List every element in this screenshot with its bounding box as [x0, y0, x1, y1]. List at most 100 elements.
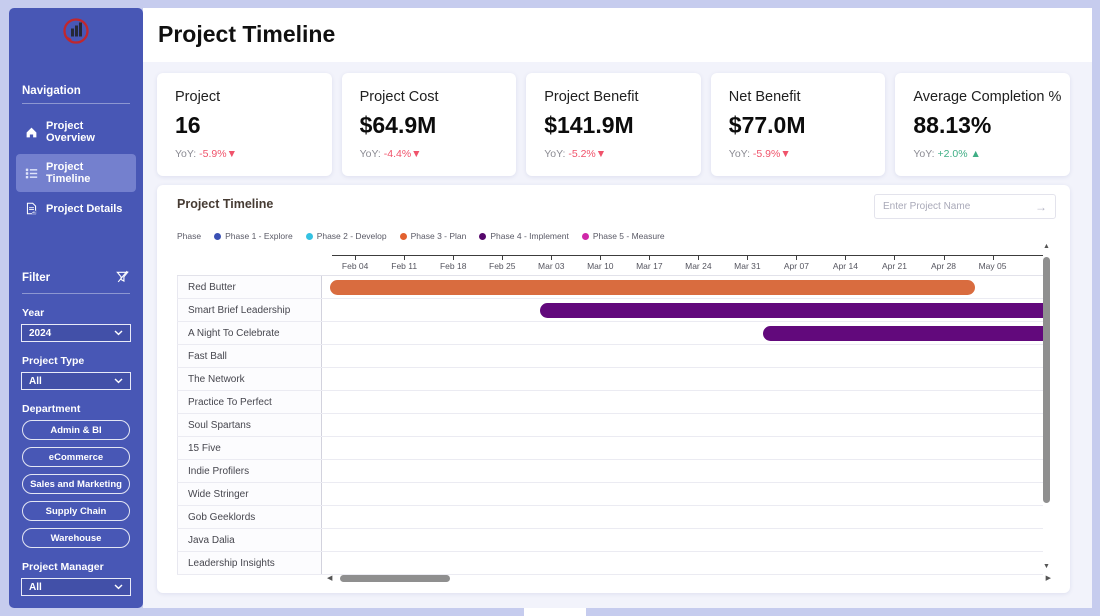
gantt-row-plot — [322, 299, 1043, 321]
sidebar-item-project-overview[interactable]: Project Overview — [16, 113, 136, 151]
kpi-yoy-prefix: YoY: — [175, 148, 200, 160]
legend-dot — [305, 232, 313, 240]
axis-tick — [747, 255, 749, 260]
vertical-scrollbar[interactable]: ▲ ▼ — [1042, 243, 1051, 570]
gantt-row-plot — [322, 345, 1043, 367]
legend-item-phase-3-plan[interactable]: Phase 3 - Plan — [399, 231, 466, 241]
department-buttons: Admin & BI eCommerce Sales and Marketing Su… — [9, 420, 143, 548]
date-axis: Feb 04 Feb 11 Feb 18 Feb 25 Mar 03 Mar 10 Mar … — [322, 185, 1043, 275]
gantt-row-label: Practice To Perfect — [177, 391, 322, 413]
kpi-yoy: YoY: +2.0% ▲ — [913, 148, 1070, 160]
axis-tick — [943, 255, 945, 260]
department-button-warehouse[interactable]: Warehouse — [22, 528, 130, 548]
kpi-value: $77.0M — [728, 112, 806, 138]
year-select[interactable]: 2024 — [21, 324, 131, 342]
gantt-row-plot — [322, 506, 1043, 528]
legend-title: Phase — [177, 231, 202, 241]
gantt-row-plot — [322, 460, 1043, 482]
axis-tick-label: Feb 18 — [439, 261, 467, 271]
kpi-yoy-change: -4.4%▼ — [383, 148, 422, 160]
kpi-card-net-benefit[interactable]: Net Benefit $77.0M YoY: -5.9%▼ — [710, 73, 886, 176]
gantt-row-practice-to-perfect: Practice To Perfect — [177, 391, 1043, 414]
department-button-admin-bi[interactable]: Admin & BI — [22, 420, 130, 440]
axis-tick-label: Apr 21 — [881, 261, 907, 271]
legend-item-phase-4-implement[interactable]: Phase 4 - Implement — [479, 231, 569, 241]
sidebar-item-project-timeline[interactable]: Project Timeline — [16, 154, 136, 192]
gantt-row-plot — [322, 437, 1043, 459]
gantt-row-leadership-insights: Leadership Insights — [177, 552, 1043, 575]
project-manager-select[interactable]: All — [21, 578, 131, 596]
legend-item-phase-1-explore[interactable]: Phase 1 - Explore — [214, 231, 293, 241]
project-search[interactable]: → — [874, 194, 1056, 219]
department-button-sales-and-marketing[interactable]: Sales and Marketing — [22, 474, 130, 494]
page-title: Project Timeline — [158, 21, 336, 47]
gantt-bar[interactable] — [539, 303, 1043, 318]
gantt-row-label: A Night To Celebrate — [177, 322, 322, 344]
gantt-row-label: Red Butter — [177, 276, 322, 298]
kpi-label: Project — [175, 89, 221, 105]
kpi-yoy-change: -5.9%▼ — [752, 148, 791, 160]
scroll-up-icon[interactable]: ▲ — [1043, 243, 1050, 250]
kpi-yoy: YoY: -4.4%▼ — [360, 148, 517, 160]
legend-item-phase-2-develop[interactable]: Phase 2 - Develop — [305, 231, 387, 241]
kpi-yoy: YoY: -5.2%▼ — [544, 148, 701, 160]
gantt-row-label: Smart Brief Leadership — [177, 299, 322, 321]
chart-title: Project Timeline — [177, 197, 274, 211]
horizontal-scroll-thumb[interactable] — [340, 575, 450, 582]
gantt-row-java-dalia: Java Dalia — [177, 529, 1043, 552]
kpi-card-project[interactable]: Project 16 YoY: -5.9%▼ — [157, 73, 332, 176]
kpi-label: Project Cost — [359, 89, 439, 105]
scroll-left-icon[interactable]: ◀ — [327, 575, 333, 582]
gantt-row-plot — [322, 552, 1043, 574]
timeline-list-icon — [25, 167, 38, 180]
gantt-row-plot — [322, 368, 1043, 390]
sidebar-item-project-details[interactable]: Project Details — [16, 195, 136, 222]
gantt-row-label: Leadership Insights — [177, 552, 322, 574]
scroll-down-icon[interactable]: ▼ — [1043, 563, 1050, 570]
axis-line — [332, 255, 1043, 256]
top-header: Project Timeline — [143, 8, 1092, 62]
kpi-card-project-cost[interactable]: Project Cost $64.9M YoY: -4.4%▼ — [341, 73, 517, 176]
axis-tick — [355, 255, 357, 260]
kpi-card-average-completion[interactable]: Average Completion % 88.13% YoY: +2.0% ▲ — [895, 73, 1070, 176]
project-type-select[interactable]: All — [21, 372, 131, 390]
axis-tick-label: Feb 04 — [341, 261, 369, 271]
project-search-input[interactable] — [875, 201, 1035, 212]
gantt-row-gob-geeklords: Gob Geeklords — [177, 506, 1043, 529]
department-button-ecommerce[interactable]: eCommerce — [22, 447, 130, 467]
axis-tick — [600, 255, 602, 260]
axis-tick-label: Mar 10 — [587, 261, 614, 271]
kpi-value: $64.9M — [359, 112, 437, 138]
sidebar: Navigation Project Overview Project Timel… — [9, 8, 143, 608]
gantt-bar[interactable] — [763, 326, 1043, 341]
kpi-card-project-benefit[interactable]: Project Benefit $141.9M YoY: -5.2%▼ — [526, 73, 701, 176]
kpi-yoy-prefix: YoY: — [913, 148, 938, 160]
kpi-yoy-prefix: YoY: — [359, 148, 384, 160]
kpi-yoy-change: -5.2%▼ — [568, 148, 607, 160]
axis-tick — [453, 255, 455, 260]
department-button-supply-chain[interactable]: Supply Chain — [22, 501, 130, 521]
gantt-row-label: Java Dalia — [177, 529, 322, 551]
axis-tick-label: Feb 11 — [391, 261, 418, 271]
gantt-row-plot — [322, 391, 1043, 413]
search-submit-icon[interactable]: → — [1035, 199, 1047, 214]
department-label: Department — [22, 403, 81, 415]
logo-chart-icon — [63, 18, 89, 44]
gantt-bar[interactable] — [329, 280, 976, 295]
gantt-row-plot — [322, 276, 1043, 298]
axis-tick — [894, 255, 896, 260]
axis-tick — [698, 255, 700, 260]
legend-item-phase-5-measure[interactable]: Phase 5 - Measure — [581, 231, 665, 241]
gantt-row-plot — [322, 414, 1043, 436]
navigation-heading: Navigation — [22, 85, 130, 104]
axis-tick-label: Feb 25 — [489, 261, 516, 271]
vertical-scroll-thumb[interactable] — [1043, 257, 1050, 503]
phase-legend: Phase Phase 1 - Explore Phase 2 - Develop… — [177, 231, 665, 241]
project-type-select-value: All — [29, 375, 42, 387]
legend-label: Phase 1 - Explore — [225, 231, 293, 241]
bottom-tab — [524, 608, 586, 616]
legend-label: Phase 5 - Measure — [592, 231, 665, 241]
clear-filter-icon[interactable] — [115, 269, 130, 287]
scroll-right-icon[interactable]: ▶ — [1045, 575, 1051, 582]
horizontal-scrollbar[interactable]: ◀ ▶ — [327, 574, 1051, 584]
